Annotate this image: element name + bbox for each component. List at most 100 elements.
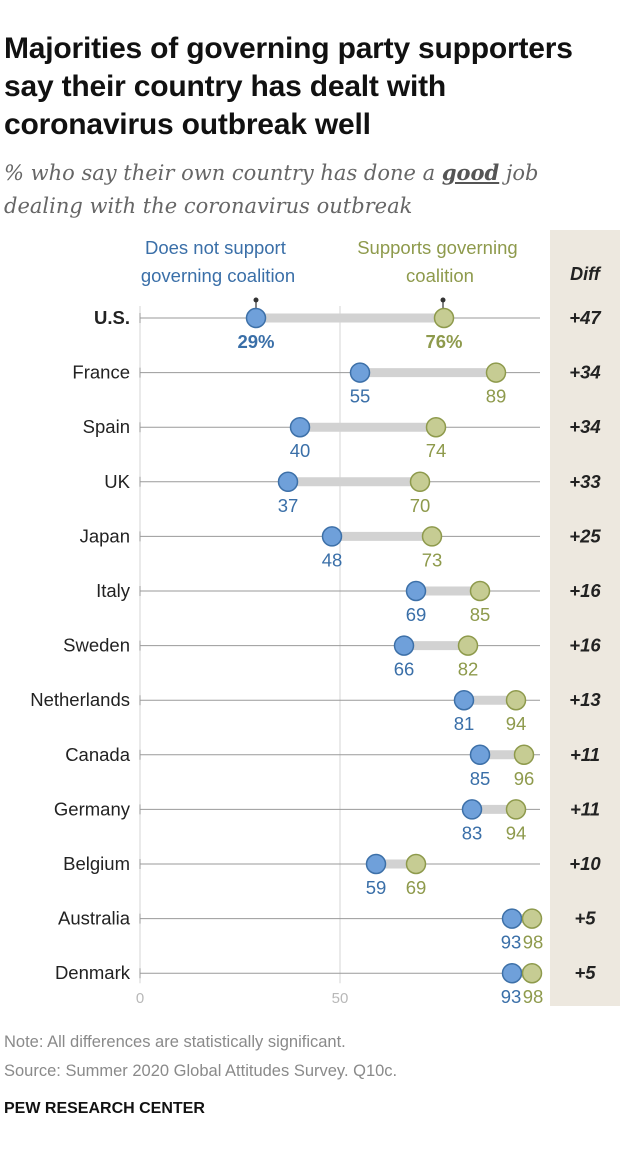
- dot-supporters: [421, 526, 443, 547]
- row-germany: Germany 83 94 +11: [54, 798, 600, 843]
- dot-non-supporters: [349, 362, 371, 383]
- legend-sup-line-1: Supports governing: [357, 237, 517, 258]
- subtitle-emphasis: good: [441, 160, 500, 185]
- value-label-non-supporters: 37: [278, 495, 299, 516]
- dot-non-supporters: [461, 799, 483, 820]
- dot-supporters: [457, 635, 479, 656]
- diff-header: Diff: [570, 264, 602, 284]
- brand-name: PEW RESEARCH CENTER: [4, 1100, 205, 1117]
- value-label-supporters: 76%: [425, 331, 462, 352]
- dot-supporters: [469, 580, 491, 602]
- country-label: UK: [104, 471, 130, 492]
- legend-pointer-sup-dot: [440, 297, 446, 303]
- country-label: Belgium: [63, 853, 130, 874]
- country-label: Australia: [58, 908, 131, 929]
- diff-value: +47: [569, 307, 602, 328]
- row-netherlands: Netherlands 81 94 +13: [30, 689, 601, 734]
- row-sweden: Sweden 66 82 +16: [63, 635, 601, 680]
- value-label-non-supporters: 55: [350, 386, 371, 407]
- value-label-non-supporters: 40: [290, 440, 311, 461]
- value-label-supporters: 73: [422, 549, 443, 570]
- country-label: Denmark: [55, 962, 131, 983]
- country-label: Spain: [83, 416, 130, 437]
- dot-supporters: [505, 689, 527, 711]
- diff-value: +34: [569, 362, 600, 383]
- value-label-supporters: 82: [458, 659, 479, 680]
- diff-column-background: [550, 230, 620, 1006]
- value-label-non-supporters: 69: [406, 604, 427, 625]
- country-label: Netherlands: [30, 689, 130, 710]
- subtitle-suffix: job dealing with the coronavirus outbrea…: [4, 161, 539, 218]
- x-tick-label-1: 50: [332, 990, 349, 1007]
- gridlines: [139, 306, 341, 984]
- value-label-non-supporters: 59: [366, 877, 387, 898]
- dot-supporters: [425, 416, 447, 438]
- legend-supporters: Supports governing coalition: [357, 237, 523, 286]
- diff-value: +34: [569, 416, 600, 437]
- dot-non-supporters: [245, 307, 267, 329]
- country-label: U.S.: [94, 307, 130, 328]
- row-japan: Japan 48 73 +25: [80, 525, 602, 570]
- value-label-supporters: 94: [506, 713, 527, 734]
- row-italy: Italy 69 85 +16: [96, 580, 601, 625]
- x-axis: 0 50: [136, 990, 349, 1007]
- source-text: Source: Summer 2020 Global Attitudes Sur…: [4, 1062, 398, 1080]
- subtitle-prefix: % who say their own country has done a: [4, 161, 436, 185]
- row-denmark: Denmark 93 98 +5: [55, 962, 596, 1007]
- diff-value: +25: [569, 525, 601, 546]
- legend-pointer-non-dot: [253, 297, 259, 303]
- value-label-supporters: 98: [523, 986, 544, 1007]
- dot-supporters: [513, 744, 535, 766]
- value-label-supporters: 69: [406, 877, 427, 898]
- value-label-supporters: 98: [523, 932, 544, 953]
- dot-non-supporters: [453, 689, 475, 711]
- dot-supporters: [409, 471, 431, 493]
- value-label-non-supporters: 48: [322, 549, 343, 570]
- dot-non-supporters: [405, 580, 427, 602]
- value-label-non-supporters: 85: [470, 768, 491, 789]
- dot-non-supporters: [501, 908, 523, 929]
- row-spain: Spain 40 74 +34: [83, 416, 601, 461]
- diff-value: +11: [570, 744, 600, 765]
- legend-non-line-2: governing coalition: [141, 265, 295, 286]
- value-label-supporters: 74: [426, 440, 447, 461]
- dot-non-supporters: [365, 853, 387, 875]
- diff-value: +13: [569, 689, 601, 710]
- country-label: Germany: [54, 798, 131, 819]
- country-label: Sweden: [63, 635, 130, 656]
- diff-value: +11: [570, 798, 600, 819]
- row-belgium: Belgium 59 69 +10: [63, 853, 601, 898]
- diff-value: +16: [569, 580, 601, 601]
- value-label-supporters: 94: [506, 822, 527, 843]
- legend-non-line-1: Does not support: [145, 237, 286, 258]
- dot-non-supporters: [393, 635, 415, 656]
- dot-supporters: [521, 962, 543, 984]
- note-text: Note: All differences are statistically …: [4, 1033, 346, 1051]
- row-canada: Canada 85 96 +11: [65, 744, 600, 789]
- value-label-supporters: 70: [410, 495, 431, 516]
- value-label-non-supporters: 29%: [237, 331, 274, 352]
- diff-value: +16: [569, 635, 601, 656]
- legend-sup-line-2: coalition: [406, 265, 474, 286]
- country-label: Canada: [65, 744, 131, 765]
- value-label-non-supporters: 83: [462, 822, 483, 843]
- row-france: France 55 89 +34: [72, 362, 600, 407]
- dot-supporters: [405, 853, 427, 875]
- diff-value: +5: [574, 908, 596, 929]
- dot-non-supporters: [321, 526, 343, 547]
- chart-subtitle: % who say their own country has done a g…: [4, 156, 616, 223]
- x-tick-label-0: 0: [136, 990, 144, 1007]
- value-label-non-supporters: 66: [394, 659, 415, 680]
- dot-supporters: [485, 362, 507, 383]
- diff-value: +5: [574, 962, 596, 983]
- dot-supporters: [505, 799, 527, 820]
- diff-value: +33: [569, 471, 601, 492]
- value-label-supporters: 89: [486, 386, 507, 407]
- value-label-supporters: 85: [470, 604, 491, 625]
- dot-plot-chart: Diff Does not support governing coalitio…: [30, 230, 620, 1007]
- data-rows: U.S. 29% 76% +47 France 55 89 +34 Spain 40 74 +34 UK…: [30, 307, 602, 1007]
- country-label: France: [72, 362, 130, 383]
- dot-supporters: [521, 908, 543, 929]
- country-label: Japan: [80, 525, 130, 546]
- row-australia: Australia 93 98 +5: [58, 908, 596, 953]
